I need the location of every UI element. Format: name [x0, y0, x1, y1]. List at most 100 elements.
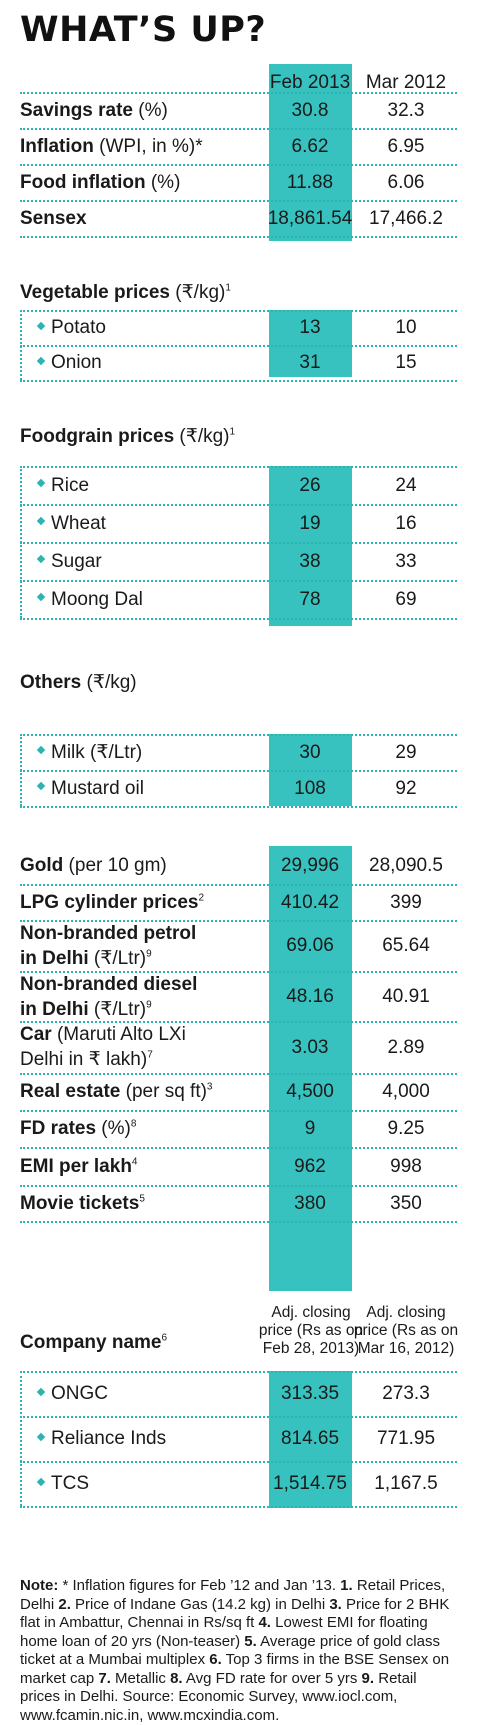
value-current: 30.8 — [291, 99, 329, 121]
value-previous: 17,466.2 — [369, 207, 443, 229]
value-previous: 1,167.5 — [374, 1473, 438, 1494]
list-item-label: Rice — [36, 473, 89, 498]
company-heading-sup: 6 — [161, 1332, 168, 1344]
indicator-sup: 8 — [130, 1118, 137, 1130]
list-item-name: Onion — [51, 352, 102, 373]
list-item-name: Mustard oil — [51, 777, 144, 799]
value-previous: 9.25 — [387, 1118, 425, 1139]
indicator-name: Non-branded petrol — [20, 923, 197, 944]
footnote-number: 2. — [58, 1595, 71, 1613]
value-current: 38 — [299, 550, 321, 572]
row-divider — [20, 164, 457, 166]
indicator-line: FD rates (%)8 — [20, 1116, 136, 1141]
value-current: 3.03 — [291, 1036, 329, 1058]
indicator-unit: (per sq ft) — [120, 1081, 207, 1102]
indicator-sup: 2 — [198, 892, 205, 904]
list-item-name: Wheat — [51, 512, 106, 534]
indicator-sup: 4 — [131, 1156, 138, 1168]
footnote-number: 4. — [258, 1614, 271, 1631]
company-row-label: TCS — [36, 1471, 89, 1496]
footnote-text: Metallic — [110, 1669, 171, 1687]
vegetable-heading-unit: (₹/kg) — [169, 282, 226, 303]
diamond-bullet-icon — [36, 1387, 46, 1397]
company-col1-header-line: Feb 28, 2013) — [262, 1340, 360, 1357]
indicator-unit: Delhi in ₹ lakh) — [20, 1049, 148, 1070]
company-col2-header: Adj. closing price (Rs as on Mar 16, 201… — [346, 1304, 466, 1358]
row-divider — [20, 1221, 457, 1223]
foodgrain-heading: Foodgrain prices (₹/kg)1 — [20, 425, 235, 448]
footnote-text: Average price of gold class ticket at a … — [20, 1632, 440, 1669]
value-current: 108 — [294, 777, 326, 799]
list-item-name: Potato — [51, 317, 106, 338]
value-previous: 16 — [395, 512, 417, 534]
value-previous: 273.3 — [382, 1383, 430, 1404]
company-col1-header: Adj. closing price (Rs as on Feb 28, 201… — [251, 1304, 371, 1358]
company-heading: Company name6 — [20, 1332, 167, 1354]
indicator-line: LPG cylinder prices2 — [20, 890, 204, 915]
footnote-text: Top 3 firms in the BSE Sensex on market … — [20, 1651, 450, 1687]
diamond-bullet-icon — [36, 1432, 46, 1442]
footnote-text: Avg FD rate for over 5 yrs — [182, 1669, 362, 1687]
list-item-label: Sugar — [36, 549, 102, 574]
value-previous: 399 — [390, 891, 422, 913]
company-row-label: Reliance Inds — [36, 1426, 166, 1451]
indicator-sup: 7 — [147, 1049, 153, 1061]
value-previous: 4,000 — [382, 1081, 430, 1102]
diamond-bullet-icon — [36, 782, 46, 791]
indicator-line: Delhi in ₹ lakh)7 — [20, 1047, 186, 1072]
row-divider — [20, 1461, 457, 1463]
footnote-number: 3. — [329, 1595, 342, 1613]
row-divider — [20, 734, 457, 736]
highlight-column-vegetable — [269, 310, 352, 377]
indicator-line: in Delhi (₹/Ltr)9 — [20, 946, 196, 971]
list-item-name: Sugar — [51, 550, 102, 572]
row-divider — [20, 1185, 457, 1187]
indicator-unit: (WPI, in %)* — [93, 136, 203, 157]
footnote-number: 1. — [340, 1577, 353, 1594]
value-current: 6.62 — [291, 135, 329, 157]
list-item-name: Milk (₹/Ltr) — [51, 741, 143, 763]
footnote: Note: * Inflation figures for Feb ’12 an… — [20, 1577, 460, 1725]
indicator-line: Non-branded petrol — [20, 921, 196, 946]
value-current: 11.88 — [286, 171, 334, 193]
vegetable-heading-sup: 1 — [225, 282, 231, 294]
indicator-name: FD rates — [20, 1118, 97, 1139]
indicator-line: Movie tickets5 — [20, 1191, 145, 1216]
diamond-bullet-icon — [36, 356, 46, 366]
value-current: 1,514.75 — [273, 1473, 347, 1494]
row-divider — [20, 884, 457, 886]
indicator-name: in Delhi — [20, 948, 89, 969]
footnote-text: Price of Indane Gas (14.2 kg) in Delhi — [70, 1595, 330, 1613]
indicator-label: LPG cylinder prices2 — [20, 890, 204, 915]
value-previous: 771.95 — [376, 1428, 436, 1449]
indicator-name: Savings rate — [20, 100, 133, 121]
company-col2-header-line: price (Rs as on — [353, 1322, 459, 1339]
indicator-name: Gold — [20, 854, 64, 876]
indicator-unit: (per 10 gm) — [63, 854, 167, 876]
indicator-unit: (%) — [145, 172, 181, 193]
indicator-sup: 3 — [206, 1081, 213, 1093]
list-item-label: Onion — [36, 350, 102, 375]
value-previous: 33 — [395, 550, 417, 572]
footnote-text: Lowest EMI for floating home loan of 20 … — [20, 1614, 428, 1650]
indicator-name: LPG cylinder prices — [20, 891, 199, 913]
footnote-number: 5. — [244, 1632, 257, 1650]
row-divider — [20, 1416, 457, 1418]
row-divider — [20, 504, 457, 506]
value-previous: 15 — [395, 352, 417, 373]
column-header-previous: Mar 2012 — [365, 72, 447, 93]
highlight-column-company — [269, 1371, 352, 1508]
value-previous: 29 — [395, 741, 417, 763]
indicator-label: Car (Maruti Alto LXi Delhi in ₹ lakh)7 — [20, 1022, 186, 1072]
footnote-text: Retail Prices, Delhi — [20, 1577, 446, 1613]
row-divider — [20, 920, 457, 922]
footnote-number: 7. — [98, 1669, 111, 1687]
indicator-name: Sensex — [20, 208, 87, 229]
foodgrain-heading-text: Foodgrain prices — [20, 426, 175, 447]
company-col1-header-line: Adj. closing — [271, 1304, 351, 1321]
indicator-name: Food inflation — [20, 172, 146, 193]
row-divider — [20, 345, 457, 347]
value-previous: 10 — [395, 317, 417, 338]
company-heading-text: Company name — [20, 1332, 162, 1353]
company-name: TCS — [51, 1473, 89, 1494]
